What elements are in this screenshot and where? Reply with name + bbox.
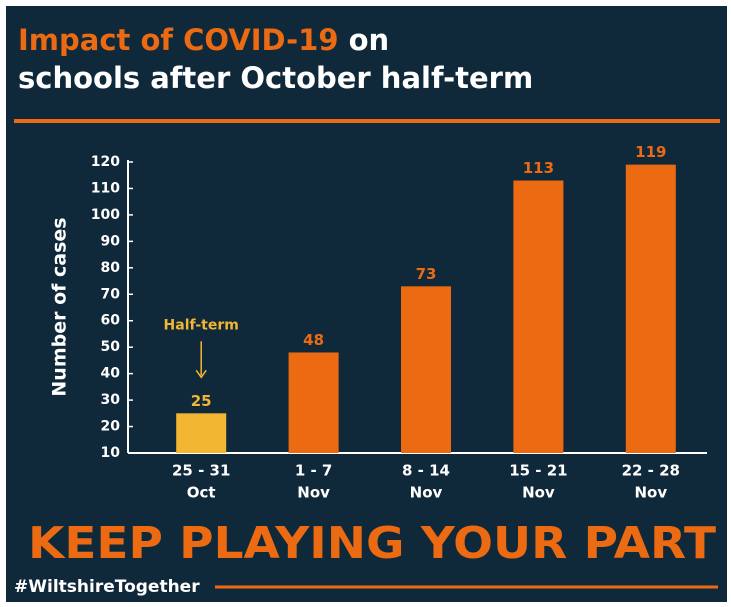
- y-tick-label: 40: [101, 366, 121, 382]
- bar: [401, 286, 451, 453]
- value-label: 48: [303, 331, 324, 349]
- y-tick-label: 70: [101, 286, 121, 302]
- bar: [176, 413, 227, 453]
- bar: [513, 180, 564, 453]
- annotation-arrowhead: [195, 369, 207, 379]
- value-label: 25: [191, 392, 212, 410]
- y-tick-label: 10: [101, 445, 121, 461]
- y-tick-label: 60: [101, 313, 121, 329]
- title-highlight: Impact of COVID-19: [18, 23, 339, 57]
- hashtag: #WiltshireTogether: [14, 577, 200, 597]
- x-tick-label: 8 - 14: [402, 462, 450, 480]
- y-tick-label: 50: [101, 339, 121, 355]
- bar: [625, 164, 676, 454]
- x-tick-label: Nov: [297, 484, 330, 502]
- x-tick-label: 25 - 31: [172, 462, 230, 480]
- value-label: 119: [635, 143, 666, 161]
- y-tick-label: 120: [91, 154, 120, 170]
- y-tick-label: 20: [101, 419, 121, 435]
- annotation: Half-term: [164, 317, 239, 333]
- x-tick-label: Oct: [187, 484, 216, 502]
- x-tick-label: 1 - 7: [295, 462, 333, 480]
- y-axis-label: Number of cases: [49, 217, 71, 396]
- x-tick-label: Nov: [410, 484, 443, 502]
- x-tick-label: Nov: [522, 484, 555, 502]
- y-tick-label: 30: [101, 392, 121, 408]
- y-tick-label: 110: [91, 180, 120, 196]
- value-label: 73: [416, 265, 437, 283]
- chart-title: Impact of COVID-19 on: [18, 23, 389, 57]
- x-tick-label: 22 - 28: [622, 462, 680, 480]
- bar: [288, 352, 339, 453]
- y-tick-label: 90: [101, 233, 121, 249]
- chart-title-line2: schools after October half-term: [18, 61, 533, 95]
- slogan: KEEP PLAYING YOUR PART: [28, 518, 716, 569]
- x-tick-label: Nov: [634, 484, 667, 502]
- title-rest: on: [349, 23, 390, 57]
- x-tick-label: 15 - 21: [509, 462, 567, 480]
- y-tick-label: 100: [91, 207, 120, 223]
- panel: [6, 6, 727, 602]
- y-tick-label: 80: [101, 260, 121, 276]
- value-label: 113: [523, 159, 554, 177]
